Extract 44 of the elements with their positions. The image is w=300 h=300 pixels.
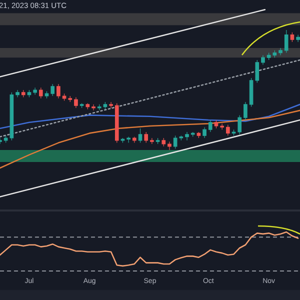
candlestick xyxy=(296,34,300,42)
candlestick xyxy=(74,96,78,108)
candlestick xyxy=(232,129,236,136)
candlestick xyxy=(126,136,130,144)
candlestick xyxy=(284,30,288,54)
candlestick xyxy=(220,123,224,130)
candlestick xyxy=(80,102,84,108)
candlestick xyxy=(97,104,102,111)
candlestick xyxy=(50,84,55,96)
candlestick xyxy=(56,84,60,99)
candlestick xyxy=(156,138,160,144)
candlestick xyxy=(109,102,113,108)
candlestick xyxy=(44,90,49,99)
candlestick xyxy=(86,102,90,110)
candlestick xyxy=(27,90,32,98)
candlestick xyxy=(255,60,260,84)
candlestick xyxy=(226,124,230,136)
candlestick xyxy=(144,132,148,144)
candlestick xyxy=(16,90,20,98)
candlestick xyxy=(62,93,66,102)
candlestick xyxy=(114,102,119,144)
candlestick xyxy=(185,132,189,141)
candlestick xyxy=(244,102,248,120)
candlestick xyxy=(261,54,265,66)
candlestick xyxy=(138,128,142,144)
candlestick xyxy=(202,126,206,138)
candlestick xyxy=(168,141,172,150)
candlestick xyxy=(162,138,166,147)
candlestick xyxy=(208,120,212,132)
candlestick xyxy=(4,135,8,144)
candlestick xyxy=(238,114,242,135)
candlestick xyxy=(214,120,218,129)
candlestick xyxy=(132,136,136,144)
candlestick xyxy=(92,104,96,111)
candlestick xyxy=(33,87,37,96)
candlestick xyxy=(190,132,195,138)
candlestick xyxy=(290,32,294,42)
candlestick xyxy=(103,102,108,110)
candlestick xyxy=(150,138,154,144)
candlestick xyxy=(196,132,201,138)
candlestick xyxy=(21,90,26,98)
candlestick xyxy=(278,48,282,56)
candlestick xyxy=(68,96,72,102)
candlestick xyxy=(39,87,43,99)
